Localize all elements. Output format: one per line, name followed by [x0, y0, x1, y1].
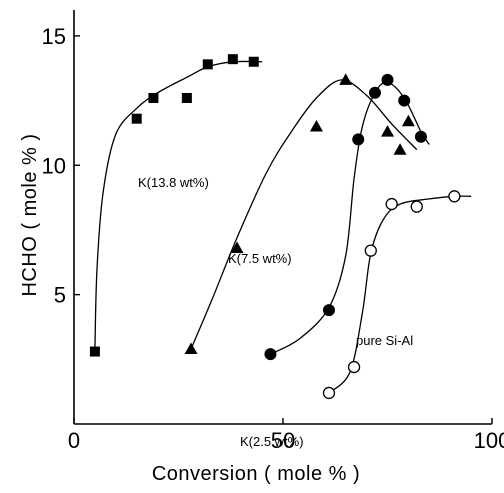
point-k2-5	[381, 73, 394, 86]
point-k13-8	[202, 59, 213, 70]
x-tick-label: 0	[68, 428, 80, 453]
y-tick-label: 10	[42, 153, 66, 178]
series-label-pure-si-al: pure Si-Al	[356, 333, 413, 348]
point-k2-5	[322, 304, 335, 317]
curves	[94, 60, 472, 394]
point-k13-8	[148, 92, 159, 103]
labels: K(13.8 wt%) K(7.5 wt%) K(2.5 wt%) pure Si-A…	[138, 175, 413, 449]
point-k2-5	[414, 130, 427, 143]
point-pure-si-al	[347, 360, 361, 374]
point-k13-8	[131, 113, 142, 124]
point-k13-8	[89, 346, 100, 357]
y-tick-label: 5	[54, 283, 66, 308]
x-tick-label: 50	[271, 428, 295, 453]
point-pure-si-al	[364, 244, 377, 257]
point-k2-5	[264, 348, 277, 361]
point-pure-si-al	[410, 200, 423, 213]
series-label-k2-5: K(2.5 wt%)	[240, 434, 304, 449]
curve-k7-5	[190, 79, 418, 350]
point-k2-5	[398, 94, 411, 107]
point-k7-5	[401, 114, 415, 127]
axes	[73, 10, 492, 425]
point-k7-5	[230, 241, 244, 254]
y-axis-title: HCHO ( mole % )	[19, 133, 41, 296]
point-k7-5	[309, 119, 323, 132]
point-k7-5	[381, 125, 394, 137]
series-label-k7-5: K(7.5 wt%)	[228, 251, 292, 266]
curve-k2-5	[270, 81, 430, 355]
point-k7-5	[339, 73, 353, 85]
point-k2-5	[368, 86, 381, 99]
x-tick-label: 100	[474, 428, 504, 453]
point-k13-8	[227, 54, 238, 65]
point-k7-5	[393, 143, 407, 155]
point-k2-5	[352, 133, 365, 146]
series-label-k13-8: K(13.8 wt%)	[138, 175, 209, 190]
point-pure-si-al	[322, 386, 336, 400]
curve-k13-8	[94, 60, 263, 352]
markers	[89, 54, 461, 400]
point-k7-5	[184, 342, 198, 354]
point-k13-8	[248, 56, 259, 67]
point-pure-si-al	[385, 197, 398, 211]
curve-pure-si-al	[328, 195, 472, 394]
ticks: 0 50 100 5 10 15	[42, 24, 504, 453]
y-tick-label: 15	[42, 24, 66, 49]
point-k13-8	[181, 92, 192, 103]
point-pure-si-al	[448, 190, 461, 203]
x-axis-title: Conversion ( mole % )	[152, 463, 360, 485]
